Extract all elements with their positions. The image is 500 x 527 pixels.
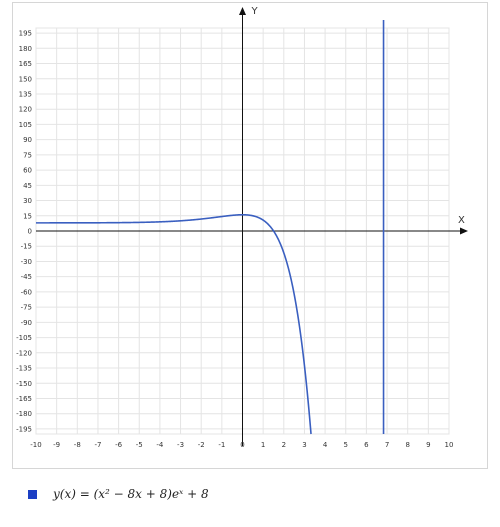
x-tick-label: 10 — [445, 441, 454, 449]
y-tick-label: 195 — [19, 30, 32, 38]
x-tick-label: 9 — [426, 441, 430, 449]
x-tick-label: 2 — [282, 441, 286, 449]
legend-label: y(x) = (x² − 8x + 8)eˣ + 8 — [53, 487, 209, 501]
x-tick-label: 6 — [364, 441, 369, 449]
x-tick-label: -6 — [115, 441, 123, 449]
y-tick-label: -30 — [21, 258, 32, 266]
series — [36, 20, 385, 435]
x-tick-label: -2 — [198, 441, 205, 449]
x-tick-label: -5 — [136, 441, 143, 449]
x-tick-label: -10 — [30, 441, 41, 449]
y-tick-label: 75 — [23, 151, 32, 159]
x-tick-label: 8 — [405, 441, 409, 449]
y-tick-label: -75 — [21, 304, 32, 312]
x-tick-label: -3 — [177, 441, 184, 449]
y-tick-label: 15 — [23, 212, 32, 220]
chart-frame: -10 -9 -8 -7 -6 -5 -4 -3 -2 -1 0 1 2 3 4 5 6 7 8 9 10 195 180 1… — [12, 2, 488, 469]
y-tick-label: 180 — [19, 45, 32, 53]
x-tick-label: 3 — [302, 441, 306, 449]
y-tick-label: 0 — [28, 228, 32, 236]
x-tick-label: 1 — [261, 441, 265, 449]
y-tick-label: 60 — [23, 167, 32, 175]
x-tick-label: 0 — [240, 441, 244, 449]
y-tick-label: 30 — [23, 197, 32, 205]
y-tick-label: -120 — [16, 349, 32, 357]
x-tick-label: -1 — [218, 441, 225, 449]
y-tick-label: 135 — [19, 90, 32, 98]
y-tick-label: -150 — [16, 380, 32, 388]
x-tick-label: 5 — [344, 441, 348, 449]
y-tick-label: -45 — [21, 273, 32, 281]
tick-labels: -10 -9 -8 -7 -6 -5 -4 -3 -2 -1 0 1 2 3 4 5 6 7 8 9 101951801… — [16, 30, 453, 449]
y-tick-label: -15 — [21, 243, 32, 251]
x-tick-label: -9 — [53, 441, 60, 449]
y-tick-label: -165 — [16, 395, 32, 403]
y-tick-label: -105 — [16, 334, 32, 342]
y-tick-label: -90 — [21, 319, 32, 327]
x-axis-arrow — [460, 227, 468, 235]
axes — [36, 7, 468, 446]
y-tick-label: 105 — [19, 121, 32, 129]
y-tick-label: 165 — [19, 60, 32, 68]
x-axis-label: X — [458, 215, 465, 226]
y-tick-label: 150 — [19, 75, 32, 83]
x-tick-label: 7 — [385, 441, 389, 449]
y-tick-label: 120 — [19, 106, 32, 114]
y-axis-arrow — [239, 7, 246, 15]
x-tick-label: 4 — [323, 441, 328, 449]
y-tick-label: -60 — [21, 288, 32, 296]
y-tick-label: -180 — [16, 410, 32, 418]
x-tick-label: -8 — [74, 441, 81, 449]
y-axis-label: Y — [251, 6, 259, 17]
y-tick-label: 90 — [23, 136, 32, 144]
legend-swatch — [28, 489, 37, 499]
y-tick-label: 45 — [23, 182, 32, 190]
function-plot: -10 -9 -8 -7 -6 -5 -4 -3 -2 -1 0 1 2 3 4 5 6 7 8 9 101951801… — [16, 6, 468, 449]
legend: y(x) = (x² − 8x + 8)eˣ + 8 — [28, 484, 209, 504]
y-tick-label: -135 — [16, 365, 32, 373]
function-curve — [36, 213, 312, 435]
x-tick-label: -4 — [156, 441, 164, 449]
y-tick-label: -195 — [16, 425, 32, 433]
x-tick-label: -7 — [94, 441, 101, 449]
